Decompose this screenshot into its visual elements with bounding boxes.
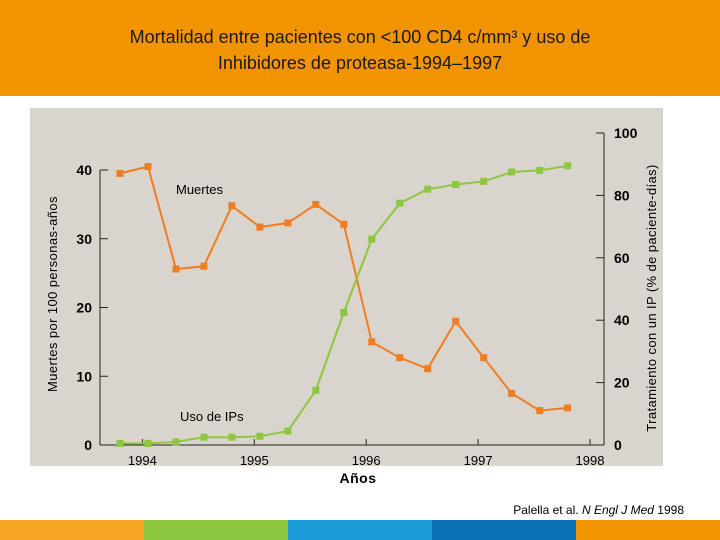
right-tick-label: 20 (614, 375, 630, 391)
series-label-uso-de-ips: Uso de IPs (180, 409, 244, 424)
color-bar-segment (432, 520, 576, 540)
data-point (228, 433, 236, 441)
decorative-color-bar (0, 520, 720, 540)
x-tick-label: 1995 (240, 453, 269, 468)
color-bar-segment (576, 520, 720, 540)
x-axis-label: Años (340, 470, 377, 486)
citation-authors: Palella et al. (513, 503, 582, 517)
title-banner: Mortalidad entre pacientes con <100 CD4 … (0, 0, 720, 96)
left-tick-label: 10 (76, 368, 92, 384)
data-point (116, 169, 124, 177)
data-point (424, 365, 432, 373)
x-tick-label: 1994 (128, 453, 157, 468)
left-tick-label: 0 (84, 437, 92, 453)
data-point (396, 354, 404, 362)
x-tick-label: 1998 (576, 453, 605, 468)
bottom-axis: 1994 1995 1996 1997 1998 (100, 439, 604, 468)
data-point (564, 162, 572, 170)
series-layer (116, 162, 572, 447)
data-point (480, 177, 488, 185)
data-point (284, 219, 292, 227)
right-tick-label: 60 (614, 250, 630, 266)
y-left-axis-label: Muertes por 100 personas-años (45, 196, 60, 392)
right-tick-label: 80 (614, 187, 630, 203)
x-tick-label: 1997 (464, 453, 493, 468)
left-axis: 0 10 20 30 40 (76, 162, 108, 453)
right-tick-label: 0 (614, 437, 622, 453)
plot-background (30, 108, 663, 466)
data-point (256, 432, 264, 440)
title-line-2: Inhibidores de proteasa-1994–1997 (217, 53, 503, 73)
citation-year: 1998 (653, 503, 684, 517)
data-point (256, 223, 264, 231)
data-point (284, 427, 292, 435)
data-point (312, 200, 320, 208)
citation: Palella et al. N Engl J Med 1998 (513, 503, 684, 517)
left-tick-label: 20 (76, 300, 92, 316)
right-tick-label: 100 (614, 125, 638, 141)
color-bar-segment (288, 520, 432, 540)
data-point (144, 163, 152, 171)
data-point (312, 386, 320, 394)
data-point (228, 202, 236, 210)
data-point (200, 262, 208, 270)
data-point (368, 235, 376, 243)
right-axis: 0 20 40 60 80 100 (596, 125, 638, 453)
data-point (172, 265, 180, 273)
left-tick-label: 40 (76, 162, 92, 178)
data-point (480, 354, 488, 362)
page-title: Mortalidad entre pacientes con <100 CD4 … (60, 24, 660, 76)
data-point (508, 168, 516, 176)
data-point (508, 389, 516, 397)
data-point (424, 185, 432, 193)
data-point (452, 180, 460, 188)
data-point (536, 166, 544, 174)
data-point (200, 433, 208, 441)
data-point (452, 317, 460, 325)
data-point (564, 404, 572, 412)
data-point (144, 439, 152, 447)
series-label-muertes: Muertes (176, 182, 223, 197)
data-point (368, 338, 376, 346)
data-point (340, 308, 348, 316)
data-point (116, 439, 124, 447)
x-tick-label: 1996 (352, 453, 381, 468)
title-line-1: Mortalidad entre pacientes con <100 CD4 … (129, 27, 591, 47)
left-tick-label: 30 (76, 231, 92, 247)
citation-journal: N Engl J Med (581, 503, 654, 517)
right-tick-label: 40 (614, 312, 630, 328)
data-point (172, 438, 180, 446)
data-point (396, 199, 404, 207)
data-point (536, 407, 544, 415)
color-bar-segment (0, 520, 144, 540)
data-point (340, 220, 348, 228)
y-right-axis-label: Tratamiento con un IP (% de paciente-día… (644, 164, 659, 432)
color-bar-segment (144, 520, 288, 540)
